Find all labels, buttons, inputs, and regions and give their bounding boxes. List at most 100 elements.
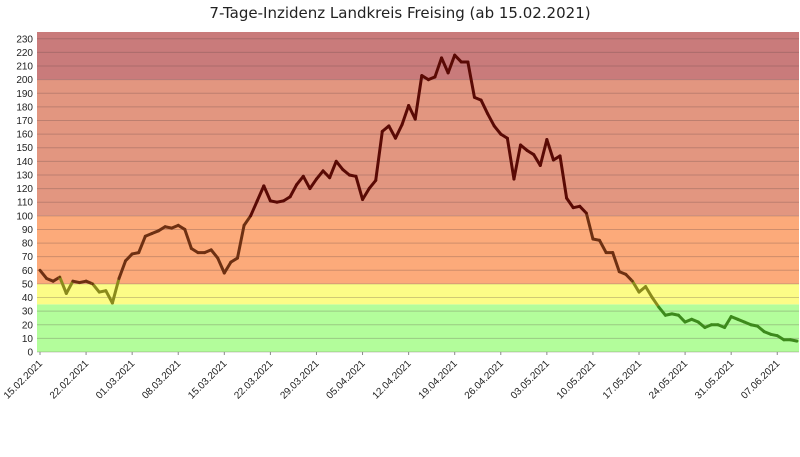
- y-tick-label: 140: [16, 157, 33, 168]
- data-point-04.05.2021: [552, 158, 555, 162]
- data-point-08.06.2021: [782, 338, 786, 341]
- line-segment: [413, 74, 424, 121]
- data-point-27.02.2021: [117, 277, 121, 280]
- data-point-30.03.2021: [321, 169, 325, 173]
- data-point-16.05.2021: [631, 279, 634, 283]
- data-point-04.06.2021: [756, 324, 759, 328]
- chart-title: 7-Tage-Inzidenz Landkreis Freising (ab 1…: [209, 4, 591, 22]
- x-tick-label: 12.04.2021: [371, 358, 414, 401]
- data-point-23.05.2021: [677, 314, 680, 317]
- incidence-series: [38, 53, 799, 343]
- data-point-03.04.2021: [348, 173, 351, 177]
- data-point-06.06.2021: [769, 333, 772, 336]
- data-point-27.05.2021: [703, 326, 707, 329]
- y-tick-label: 110: [17, 198, 33, 209]
- data-point-29.04.2021: [519, 143, 522, 147]
- line-segment: [255, 184, 266, 203]
- data-point-11.05.2021: [598, 239, 601, 242]
- data-point-29.05.2021: [716, 323, 720, 326]
- line-segment: [104, 289, 114, 305]
- line-segment: [354, 174, 365, 201]
- line-segment: [328, 159, 338, 180]
- data-point-14.05.2021: [618, 270, 621, 273]
- line-segment: [216, 256, 226, 275]
- data-point-11.04.2021: [400, 123, 404, 126]
- data-point-23.04.2021: [479, 98, 483, 102]
- line-segment: [374, 129, 384, 182]
- data-point-27.03.2021: [302, 175, 305, 178]
- y-tick-label: 130: [16, 170, 33, 181]
- data-point-07.06.2021: [776, 334, 779, 337]
- line-segment: [453, 53, 463, 64]
- x-tick-label: 05.04.2021: [324, 358, 367, 401]
- line-segment: [611, 251, 621, 274]
- y-tick-label: 10: [22, 334, 34, 345]
- data-point-09.03.2021: [183, 228, 187, 231]
- data-point-04.03.2021: [150, 232, 154, 235]
- data-point-07.03.2021: [170, 226, 173, 230]
- y-tick-label: 40: [22, 293, 34, 304]
- data-point-15.05.2021: [624, 273, 628, 276]
- data-point-18.04.2021: [446, 71, 450, 75]
- data-point-17.04.2021: [440, 56, 443, 60]
- band-4: [37, 32, 799, 80]
- data-point-15.04.2021: [427, 78, 430, 81]
- x-tick-label: 26.04.2021: [463, 358, 506, 401]
- data-point-25.04.2021: [493, 124, 496, 128]
- band-2: [37, 215, 799, 284]
- data-point-31.05.2021: [729, 315, 733, 318]
- y-tick-label: 230: [16, 34, 33, 45]
- line-segment: [124, 252, 134, 263]
- x-tick-label: 15.03.2021: [186, 358, 229, 401]
- data-point-05.06.2021: [762, 330, 766, 333]
- data-point-02.05.2021: [539, 164, 542, 167]
- y-tick-label: 220: [16, 48, 33, 59]
- data-point-13.05.2021: [611, 251, 614, 254]
- line-segment: [479, 98, 490, 116]
- line-segment: [137, 234, 147, 255]
- data-point-05.04.2021: [361, 198, 364, 201]
- data-point-03.05.2021: [545, 138, 549, 141]
- data-point-19.03.2021: [249, 214, 252, 218]
- data-point-10.03.2021: [190, 247, 193, 250]
- line-segment: [578, 204, 588, 215]
- data-point-03.06.2021: [749, 323, 753, 326]
- x-tick-label: 03.05.2021: [509, 358, 552, 401]
- data-point-20.04.2021: [460, 60, 463, 64]
- y-tick-label: 180: [16, 102, 33, 113]
- y-tick-label: 160: [16, 130, 33, 141]
- data-point-10.05.2021: [591, 237, 595, 241]
- line-segment: [657, 305, 667, 317]
- x-axis-ticks: 15.02.2021 22.02.2021 01.03.2021 08.03.2021…: [2, 352, 783, 402]
- data-point-22.04.2021: [473, 96, 476, 99]
- y-tick-label: 90: [22, 225, 34, 236]
- data-point-08.05.2021: [578, 205, 581, 208]
- x-tick-label: 29.03.2021: [278, 358, 321, 401]
- x-tick-label: 19.04.2021: [417, 358, 460, 401]
- data-point-28.02.2021: [124, 259, 127, 262]
- band-0: [37, 304, 799, 352]
- data-point-30.04.2021: [525, 149, 529, 152]
- data-point-10.04.2021: [394, 137, 397, 140]
- data-point-21.02.2021: [78, 281, 81, 284]
- data-point-08.03.2021: [177, 224, 180, 227]
- data-point-06.05.2021: [565, 196, 568, 200]
- line-segment: [538, 138, 549, 167]
- line-segment: [558, 154, 569, 200]
- data-point-20.05.2021: [657, 305, 660, 309]
- data-point-09.05.2021: [585, 211, 588, 215]
- line-segment: [235, 223, 246, 260]
- data-point-23.03.2021: [275, 201, 279, 204]
- data-point-29.03.2021: [315, 177, 318, 181]
- threshold-bands: [37, 32, 799, 352]
- data-point-16.03.2021: [229, 260, 233, 264]
- line-segment: [505, 136, 516, 181]
- line-segment: [314, 169, 325, 181]
- data-point-12.05.2021: [604, 251, 608, 254]
- line-segment: [249, 199, 259, 218]
- data-point-25.03.2021: [288, 195, 292, 198]
- y-tick-label: 120: [16, 184, 33, 195]
- y-tick-label: 150: [16, 143, 33, 154]
- data-point-02.04.2021: [341, 168, 344, 171]
- data-point-22.03.2021: [269, 199, 272, 203]
